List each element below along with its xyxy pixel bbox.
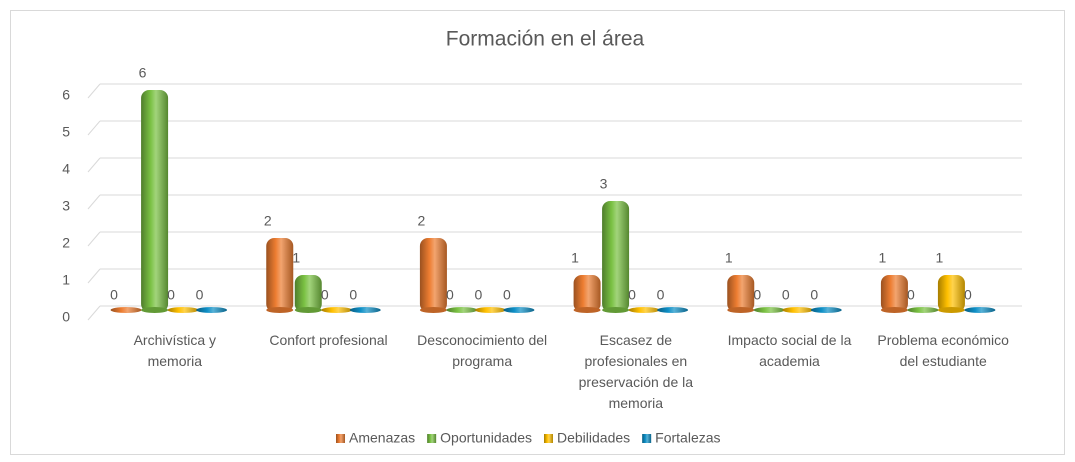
bar	[503, 307, 535, 313]
x-tick-label: Archivística y memoria	[133, 332, 217, 369]
y-tick-label: 4	[62, 161, 70, 177]
data-label: 0	[196, 287, 204, 303]
data-label: 6	[139, 65, 147, 81]
bar	[321, 307, 353, 313]
chart-title: Formación en el área	[446, 28, 645, 51]
data-label: 2	[264, 213, 272, 229]
bar	[727, 275, 755, 312]
data-label: 0	[446, 287, 454, 303]
legend-marker	[544, 434, 553, 443]
legend-marker	[427, 434, 437, 443]
legend-marker	[642, 434, 652, 443]
y-tick-label: 3	[62, 198, 70, 214]
bar-base	[937, 307, 965, 313]
bar-base	[573, 307, 601, 313]
bar	[753, 307, 785, 313]
x-tick-label: Problema económico del estudiante	[877, 332, 1009, 369]
bar	[474, 307, 506, 313]
data-label: 2	[418, 213, 426, 229]
data-label: 0	[349, 287, 357, 303]
data-label: 0	[753, 287, 761, 303]
bar	[937, 275, 965, 312]
grid-line	[87, 231, 101, 247]
data-label: 1	[571, 250, 579, 266]
data-label: 0	[167, 287, 175, 303]
x-tick-label: Impacto social de la academia	[727, 332, 852, 369]
legend-marker	[336, 434, 345, 443]
bar	[141, 90, 169, 312]
data-label: 0	[321, 287, 329, 303]
legend-label: Fortalezas	[655, 430, 720, 446]
data-label: 0	[475, 287, 483, 303]
bar	[349, 307, 381, 313]
bar	[602, 201, 630, 312]
bar	[880, 275, 908, 312]
y-tick-label: 6	[62, 87, 70, 103]
x-tick-label: Desconocimiento del programa	[417, 332, 548, 369]
grid-line	[87, 120, 101, 136]
bar	[810, 307, 842, 313]
data-label: 1	[936, 250, 944, 266]
bar	[266, 238, 294, 312]
grid-line	[87, 305, 101, 321]
data-label: 0	[110, 287, 118, 303]
data-label: 0	[907, 287, 915, 303]
bar-base	[294, 307, 322, 313]
bar-base	[266, 307, 294, 313]
bar	[110, 307, 142, 313]
bar	[628, 307, 660, 313]
grid-line	[87, 194, 101, 210]
bar	[167, 307, 199, 313]
data-label: 0	[964, 287, 972, 303]
grid-line	[87, 83, 101, 99]
bar	[782, 307, 814, 313]
legend-label: Amenazas	[349, 430, 415, 446]
bar-base	[419, 307, 447, 313]
x-tick-label: Escasez de profesionales en preservación…	[578, 332, 694, 411]
data-label: 0	[810, 287, 818, 303]
bar	[573, 275, 601, 312]
bar	[446, 307, 478, 313]
data-label: 1	[879, 250, 887, 266]
bar	[196, 307, 228, 313]
legend-label: Debilidades	[557, 430, 630, 446]
y-tick-label: 0	[62, 309, 70, 325]
bar	[419, 238, 447, 312]
x-tick-label: Confort profesional	[269, 332, 388, 348]
y-tick-label: 1	[62, 272, 70, 288]
bar-base	[141, 307, 169, 313]
grid-line	[87, 268, 101, 284]
data-label: 0	[628, 287, 636, 303]
data-label: 0	[503, 287, 511, 303]
data-label: 0	[782, 287, 790, 303]
legend-label: Oportunidades	[440, 430, 532, 446]
data-label: 1	[725, 250, 733, 266]
y-tick-label: 5	[62, 124, 70, 140]
bar	[294, 275, 322, 312]
bar-base	[880, 307, 908, 313]
bar	[657, 307, 689, 313]
grid-line	[87, 157, 101, 173]
data-label: 3	[600, 176, 608, 192]
data-label: 0	[657, 287, 665, 303]
data-label: 1	[292, 250, 300, 266]
y-tick-label: 2	[62, 235, 70, 251]
bar	[907, 307, 939, 313]
bar	[964, 307, 996, 313]
bar-base	[727, 307, 755, 313]
bar-base	[602, 307, 630, 313]
